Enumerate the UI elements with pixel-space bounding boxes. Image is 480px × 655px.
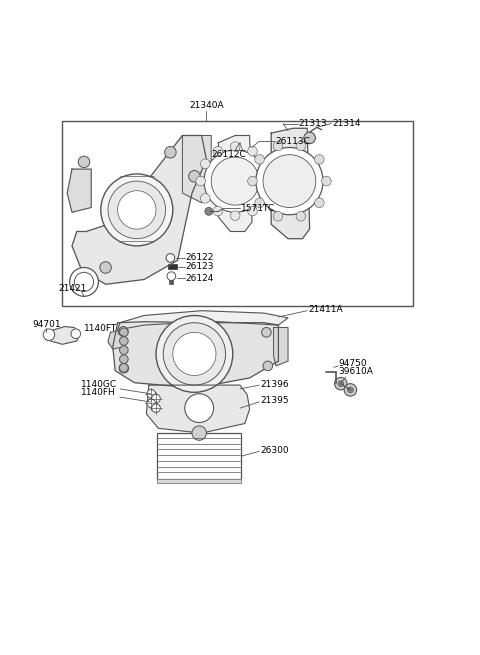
Bar <box>169 276 173 284</box>
Circle shape <box>205 208 213 215</box>
Text: 21411A: 21411A <box>309 305 343 314</box>
Circle shape <box>314 155 324 164</box>
Circle shape <box>189 170 200 182</box>
Circle shape <box>262 328 271 337</box>
Circle shape <box>166 253 175 262</box>
Circle shape <box>213 146 223 156</box>
Circle shape <box>230 211 240 221</box>
Circle shape <box>201 159 210 168</box>
Circle shape <box>204 150 266 212</box>
Circle shape <box>273 212 283 221</box>
Circle shape <box>108 181 166 238</box>
Circle shape <box>120 346 128 354</box>
Circle shape <box>335 377 347 390</box>
Polygon shape <box>108 330 124 349</box>
Text: 1140FT: 1140FT <box>84 324 117 333</box>
Circle shape <box>213 206 223 216</box>
Circle shape <box>192 426 206 440</box>
Circle shape <box>185 394 214 422</box>
Circle shape <box>74 272 94 291</box>
Polygon shape <box>118 310 288 330</box>
Circle shape <box>265 176 275 186</box>
Text: 26113C: 26113C <box>275 137 310 146</box>
Circle shape <box>156 316 233 392</box>
Circle shape <box>296 212 306 221</box>
Circle shape <box>260 194 270 203</box>
Text: 1140GC: 1140GC <box>81 380 117 388</box>
Circle shape <box>211 157 259 205</box>
Circle shape <box>256 147 323 215</box>
Circle shape <box>296 141 306 151</box>
Circle shape <box>78 156 90 168</box>
Text: 1140FH: 1140FH <box>81 388 115 397</box>
Polygon shape <box>67 169 91 212</box>
Circle shape <box>248 146 257 156</box>
Circle shape <box>165 147 176 158</box>
Circle shape <box>230 141 240 151</box>
Circle shape <box>100 262 111 273</box>
Circle shape <box>248 176 257 186</box>
Circle shape <box>167 272 176 280</box>
Text: 21340A: 21340A <box>189 102 224 110</box>
Circle shape <box>119 327 128 336</box>
Circle shape <box>304 132 315 143</box>
Circle shape <box>196 176 205 186</box>
Text: 26124: 26124 <box>186 274 214 282</box>
Circle shape <box>120 355 128 364</box>
Circle shape <box>152 404 160 413</box>
Text: 26112C: 26112C <box>211 150 246 159</box>
Bar <box>157 479 241 483</box>
Circle shape <box>348 387 353 393</box>
Circle shape <box>322 176 331 186</box>
Circle shape <box>101 174 173 246</box>
Circle shape <box>119 364 129 373</box>
Bar <box>157 433 241 479</box>
Bar <box>168 264 177 269</box>
Text: 1571TC: 1571TC <box>241 204 275 213</box>
Text: 39610A: 39610A <box>338 367 373 376</box>
Circle shape <box>120 337 128 345</box>
Text: 26123: 26123 <box>186 262 214 271</box>
Circle shape <box>120 328 128 337</box>
Circle shape <box>43 329 55 341</box>
Text: 21395: 21395 <box>260 396 289 405</box>
Circle shape <box>173 332 216 375</box>
Circle shape <box>201 194 210 203</box>
Polygon shape <box>46 327 79 345</box>
Circle shape <box>263 361 273 371</box>
Text: 21313: 21313 <box>299 119 327 128</box>
Bar <box>62 121 413 306</box>
Polygon shape <box>271 128 310 238</box>
Circle shape <box>248 206 257 216</box>
Circle shape <box>273 141 283 151</box>
Polygon shape <box>113 322 278 386</box>
Circle shape <box>314 198 324 208</box>
Circle shape <box>344 384 357 396</box>
Text: 26300: 26300 <box>260 446 289 455</box>
Circle shape <box>152 394 160 403</box>
Circle shape <box>255 198 264 208</box>
Circle shape <box>338 381 344 386</box>
Circle shape <box>263 155 316 208</box>
Circle shape <box>120 364 128 372</box>
Polygon shape <box>72 136 206 284</box>
Text: 21396: 21396 <box>260 380 289 388</box>
Text: 94701: 94701 <box>33 320 61 329</box>
Circle shape <box>255 155 264 164</box>
Polygon shape <box>146 385 250 433</box>
Polygon shape <box>274 328 288 366</box>
Circle shape <box>147 399 156 407</box>
Polygon shape <box>182 136 211 202</box>
Text: 21314: 21314 <box>333 119 361 128</box>
Circle shape <box>118 191 156 229</box>
Circle shape <box>147 390 156 398</box>
Circle shape <box>163 323 226 385</box>
Circle shape <box>71 329 81 339</box>
Text: 26122: 26122 <box>186 253 214 263</box>
Text: 21421: 21421 <box>59 284 87 293</box>
Circle shape <box>260 159 270 168</box>
Text: 94750: 94750 <box>338 359 367 368</box>
Polygon shape <box>218 136 252 231</box>
Circle shape <box>70 267 98 296</box>
